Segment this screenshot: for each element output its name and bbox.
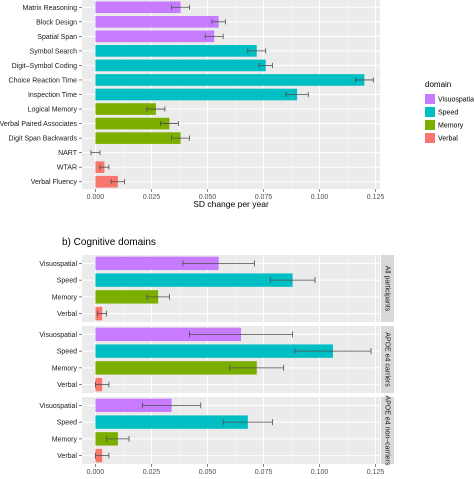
bar-a-0	[95, 1, 180, 13]
category-label: Verbal Fluency	[31, 179, 78, 186]
legend-label-verbal: Verbal	[438, 136, 458, 143]
facet-3: Visuospatial Speed Memory Verbal APOE e4 non…	[39, 395, 394, 466]
category-label: Verbal	[57, 382, 77, 389]
category-label: Verbal Paired Associates	[0, 121, 77, 128]
facet-strip-label: APOE e4 non–carriers	[384, 395, 391, 466]
category-label: NART	[58, 150, 78, 157]
category-label: Logical Memory	[28, 107, 78, 114]
bar-a-9	[95, 132, 180, 144]
category-label: Digit–Symbol Coding	[12, 63, 77, 70]
category-label: Visuospatial	[39, 261, 77, 268]
x-tick-label: 0.100	[311, 194, 329, 201]
category-label: Speed	[57, 278, 77, 285]
legend-label-visuospatial: Visuospatial	[438, 97, 474, 104]
x-tick-label: 0.025	[143, 469, 161, 474]
facet-strip-label: All participants	[384, 266, 391, 312]
legend-swatch-verbal	[425, 133, 435, 143]
panel-b: Visuospatial Speed Memory Verbal All partici…	[39, 255, 394, 466]
panel-a-x-axis-title: SD change per year	[193, 199, 269, 209]
category-label: Spatial Span	[37, 34, 77, 41]
category-label: Visuospatial	[39, 403, 77, 410]
bar-a-1	[95, 16, 218, 28]
legend-swatch-speed	[425, 107, 435, 117]
bar-a-3	[95, 45, 256, 57]
legend-swatch-visuospatial	[425, 94, 435, 104]
bar-a-5	[95, 74, 364, 86]
category-label: Speed	[57, 349, 77, 356]
legend: domain Visuospatial Speed Memory Verbal	[425, 80, 474, 143]
category-label: Symbol Search	[30, 48, 78, 55]
x-tick-label: 0.125	[367, 469, 385, 474]
category-label: Inspection Time	[28, 92, 77, 99]
bar-a-6	[95, 89, 297, 101]
category-label: Visuospatial	[39, 332, 77, 339]
panel-b-x-axis: 0.000 0.025 0.050 0.075 0.100 0.125	[87, 464, 385, 474]
category-label: Memory	[52, 365, 78, 372]
category-label: Memory	[52, 294, 78, 301]
x-tick-label: 0.100	[311, 469, 329, 474]
category-label: Verbal	[57, 311, 77, 318]
x-tick-label: 0.000	[87, 194, 105, 201]
category-label: Digit Span Backwards	[9, 136, 78, 143]
x-tick-label: 0.025	[143, 194, 161, 201]
category-label: Speed	[57, 420, 77, 427]
category-label: Matrix Reasoning	[23, 5, 78, 12]
legend-label-speed: Speed	[438, 110, 458, 117]
x-tick-label: 0.000	[87, 469, 105, 474]
x-tick-label: 0.075	[255, 469, 273, 474]
category-label: Memory	[52, 436, 78, 443]
bar-a-4	[95, 60, 265, 72]
category-label: WTAR	[57, 165, 77, 172]
legend-swatch-memory	[425, 120, 435, 130]
facet-2: Visuospatial Speed Memory Verbal APOE e4 car…	[39, 326, 394, 393]
facet-1: Visuospatial Speed Memory Verbal All partici…	[39, 255, 394, 322]
facet-strip-label: APOE e4 carriers	[384, 332, 391, 387]
bar-a-2	[95, 31, 214, 43]
x-tick-label: 0.050	[199, 469, 217, 474]
bar-a-8	[95, 118, 169, 130]
panel-b-title: b) Cognitive domains	[62, 237, 156, 248]
legend-title: domain	[425, 80, 451, 89]
category-label: Verbal	[57, 453, 77, 460]
legend-label-memory: Memory	[438, 123, 464, 130]
x-tick-label: 0.125	[367, 194, 385, 201]
panel-a: Matrix Reasoning Block Design Spatial Span…	[0, 0, 380, 189]
bar-b0-1	[95, 273, 292, 286]
category-label: Block Design	[36, 19, 77, 26]
category-label: Choice Reaction Time	[9, 77, 78, 84]
